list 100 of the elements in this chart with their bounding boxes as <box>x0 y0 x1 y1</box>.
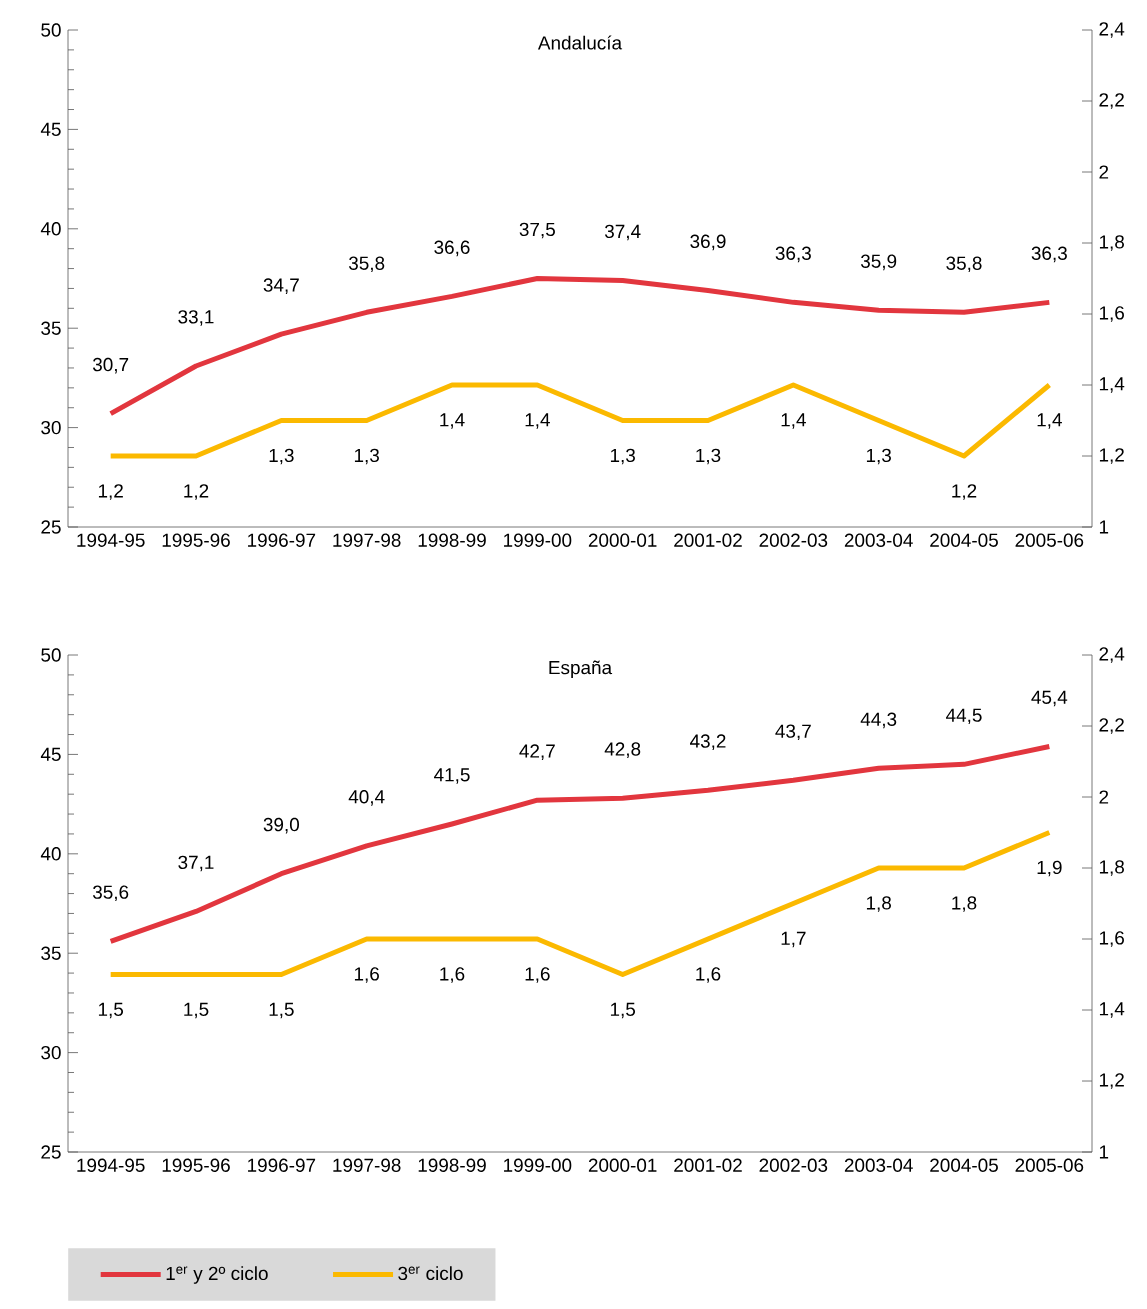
y2-tick-label: 1,8 <box>1099 235 1124 251</box>
y-tick-label: 35 <box>41 946 61 960</box>
data-label: 1,3 <box>354 448 379 465</box>
x-tick-label: 2005-06 <box>1015 1158 1084 1172</box>
y2-tick-label: 1,2 <box>1099 448 1124 464</box>
data-label: 1,5 <box>610 1002 636 1019</box>
x-tick-label: 1997-98 <box>333 1158 401 1172</box>
y2-tick-label: 2,4 <box>1099 22 1125 38</box>
y2-tick-label: 1,4 <box>1099 377 1125 393</box>
y2-tick-label: 1,6 <box>1099 306 1124 322</box>
y2-tick-label: 2,4 <box>1099 647 1125 663</box>
data-label: 45,4 <box>1031 690 1068 707</box>
data-label: 44,5 <box>946 708 982 725</box>
data-label: 1,6 <box>440 967 465 983</box>
data-label: 41,5 <box>434 768 470 784</box>
data-label: 36,9 <box>690 234 726 251</box>
x-tick-label: 1999-00 <box>504 1158 572 1172</box>
data-label: 1,3 <box>610 448 635 465</box>
data-label: 1,2 <box>184 484 209 500</box>
data-label: 1,2 <box>98 484 123 500</box>
x-tick-label: 1998-99 <box>418 1158 486 1172</box>
x-tick-label: 2005-06 <box>1015 533 1084 547</box>
x-tick-label: 1994-95 <box>77 533 145 547</box>
legend-label: 3$^{er}$ ciclo <box>398 1266 463 1281</box>
data-label: 1,7 <box>781 931 806 948</box>
x-tick-label: 2003-04 <box>844 1158 913 1172</box>
y-tick-label: 50 <box>41 648 61 662</box>
y2-tick-label: 2,2 <box>1099 93 1124 109</box>
data-label: 1,4 <box>525 413 550 429</box>
x-tick-label: 1995-96 <box>162 1158 230 1172</box>
data-label: 1,6 <box>525 967 550 983</box>
x-tick-label: 2004-05 <box>930 533 998 547</box>
data-label: 35,6 <box>92 885 129 902</box>
y-tick-label: 50 <box>41 23 61 37</box>
x-tick-label: 2003-04 <box>844 533 913 547</box>
data-label: 1,4 <box>440 413 465 429</box>
chart-title: Andalucía <box>537 35 623 50</box>
data-label: 44,3 <box>860 712 897 729</box>
y-tick-label: 30 <box>41 420 61 435</box>
y-tick-label: 30 <box>41 1045 61 1060</box>
x-tick-label: 2000-01 <box>588 1158 657 1172</box>
data-label: 35,8 <box>946 256 982 273</box>
data-label: 36,3 <box>775 246 811 263</box>
data-label: 1,4 <box>1037 413 1062 429</box>
data-label: 35,9 <box>860 254 897 271</box>
data-label: 43,7 <box>775 724 811 741</box>
data-label: 39,0 <box>263 817 299 834</box>
data-label: 1,6 <box>354 967 379 983</box>
y2-tick-label: 2 <box>1099 790 1109 804</box>
y2-tick-label: 1 <box>1099 1145 1109 1159</box>
x-tick-label: 2001-02 <box>674 1158 742 1172</box>
y2-tick-label: 1,4 <box>1099 1002 1125 1018</box>
data-label: 37,5 <box>519 222 555 239</box>
data-label: 37,4 <box>604 224 641 241</box>
x-tick-label: 1999-00 <box>504 533 572 547</box>
data-label: 1,4 <box>781 413 806 429</box>
x-tick-label: 1997-98 <box>333 533 401 547</box>
y2-tick-label: 2 <box>1099 165 1109 179</box>
data-label: 30,7 <box>92 357 129 374</box>
data-label: 37,1 <box>178 855 214 872</box>
data-label: 35,8 <box>348 256 385 273</box>
data-label: 1,8 <box>866 896 891 912</box>
data-label: 36,3 <box>1031 246 1067 263</box>
y-tick-label: 25 <box>41 520 61 534</box>
data-label: 1,5 <box>184 1002 209 1019</box>
data-label: 1,3 <box>696 448 721 465</box>
data-label: 1,5 <box>269 1002 294 1019</box>
data-label: 1,6 <box>696 967 721 983</box>
x-tick-label: 2002-03 <box>759 533 828 547</box>
data-label: 1,9 <box>1037 860 1062 877</box>
data-label: 34,7 <box>263 278 299 294</box>
data-label: 40,4 <box>348 790 385 806</box>
x-tick-label: 2002-03 <box>759 1158 828 1172</box>
data-label: 1,2 <box>952 484 977 500</box>
chart-title: España <box>549 660 613 679</box>
data-label: 42,7 <box>519 744 555 760</box>
y2-tick-label: 1,8 <box>1099 860 1124 876</box>
x-tick-label: 1995-96 <box>162 533 230 547</box>
x-tick-label: 1996-97 <box>248 533 316 547</box>
y-tick-label: 25 <box>41 1145 61 1159</box>
legend-label: 1$^{er}$ y 2º ciclo <box>166 1266 268 1284</box>
x-tick-label: 2004-05 <box>930 1158 998 1172</box>
y2-tick-label: 1,2 <box>1099 1073 1124 1089</box>
y-tick-label: 40 <box>40 847 61 861</box>
y2-tick-label: 1,6 <box>1099 931 1124 947</box>
data-label: 1,3 <box>269 448 294 465</box>
y2-tick-label: 2,2 <box>1099 718 1124 734</box>
data-label: 36,6 <box>434 240 470 257</box>
data-label: 42,8 <box>604 742 641 758</box>
y-tick-label: 35 <box>41 321 61 335</box>
x-tick-label: 1998-99 <box>418 533 486 547</box>
y2-tick-label: 1 <box>1099 520 1109 534</box>
data-label: 1,5 <box>98 1002 124 1019</box>
y-tick-label: 40 <box>40 222 61 236</box>
data-label: 1,8 <box>952 896 977 912</box>
y-tick-label: 45 <box>40 747 61 762</box>
x-tick-label: 1996-97 <box>248 1158 316 1172</box>
x-tick-label: 2001-02 <box>674 533 742 547</box>
data-label: 1,3 <box>866 448 891 465</box>
x-tick-label: 2000-01 <box>588 533 657 547</box>
